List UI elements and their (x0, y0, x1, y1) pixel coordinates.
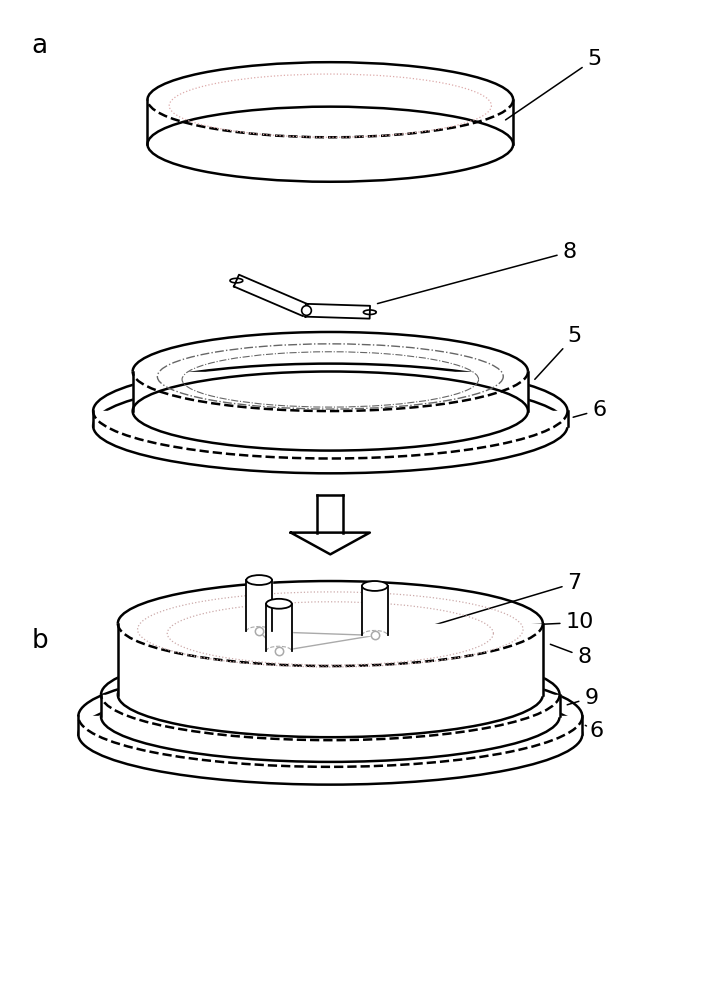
Polygon shape (266, 604, 292, 651)
Polygon shape (317, 495, 343, 533)
Polygon shape (101, 695, 560, 716)
Ellipse shape (362, 581, 388, 591)
Ellipse shape (93, 378, 568, 473)
Polygon shape (78, 716, 583, 734)
Text: 8: 8 (377, 242, 577, 304)
Text: 6: 6 (573, 400, 606, 420)
Text: 6: 6 (585, 721, 603, 741)
Text: a: a (32, 33, 48, 59)
Polygon shape (118, 624, 543, 695)
Polygon shape (246, 580, 272, 631)
Text: 10: 10 (391, 612, 594, 632)
Text: 8: 8 (550, 644, 592, 667)
Polygon shape (133, 372, 528, 411)
Polygon shape (291, 533, 370, 554)
Text: 5: 5 (535, 326, 582, 379)
Polygon shape (305, 304, 370, 319)
Ellipse shape (78, 684, 583, 785)
Ellipse shape (148, 107, 513, 182)
Polygon shape (93, 411, 568, 426)
Ellipse shape (101, 671, 560, 762)
Ellipse shape (266, 599, 292, 609)
Ellipse shape (118, 652, 543, 737)
Text: 7: 7 (432, 573, 582, 626)
Polygon shape (234, 275, 308, 316)
Polygon shape (148, 100, 513, 144)
Text: b: b (32, 628, 48, 654)
Ellipse shape (246, 575, 272, 585)
Text: 5: 5 (506, 49, 602, 120)
Text: 9: 9 (568, 688, 598, 708)
Polygon shape (362, 586, 388, 635)
Ellipse shape (133, 372, 528, 451)
